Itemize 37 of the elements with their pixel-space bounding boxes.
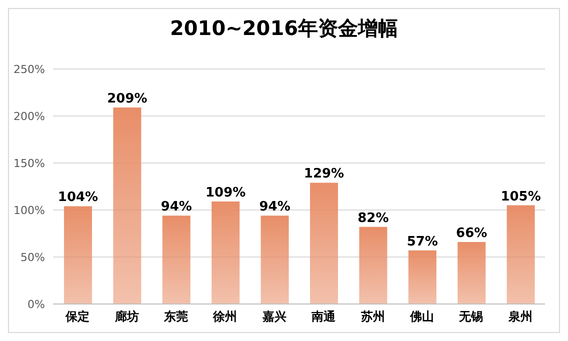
data-label: 94% — [259, 200, 290, 215]
y-tick-label: 100% — [14, 204, 45, 217]
y-tick-label: 0% — [28, 298, 45, 311]
data-label: 57% — [406, 234, 438, 250]
data-label: 104% — [58, 190, 98, 206]
chart-title: 2010~2016年资金增幅 — [168, 15, 400, 42]
data-label: 129% — [304, 166, 344, 182]
y-tick-label: 50% — [20, 250, 45, 264]
x-tick-label: 无锡 — [458, 310, 484, 324]
x-tick-label: 廊坊 — [114, 310, 139, 324]
x-tick-label: 嘉兴 — [262, 310, 286, 324]
bar — [408, 250, 436, 304]
bar — [64, 206, 92, 304]
x-tick-label: 佛山 — [409, 310, 434, 324]
data-label: 66% — [456, 226, 488, 241]
x-tick-label: 徐州 — [212, 310, 238, 324]
y-tick-label: 200% — [14, 110, 45, 123]
bar — [359, 226, 388, 304]
bar — [310, 182, 338, 304]
bar — [113, 108, 142, 304]
data-label: 82% — [358, 210, 389, 226]
x-tick-label: 保定 — [64, 310, 90, 324]
y-tick-label: 150% — [14, 156, 45, 170]
bar — [162, 216, 190, 304]
bar — [212, 202, 240, 304]
bar — [260, 216, 289, 304]
bar — [506, 205, 535, 304]
data-label: 209% — [107, 92, 148, 107]
bar — [458, 242, 486, 304]
data-label: 94% — [160, 200, 192, 215]
x-tick-label: 南通 — [310, 310, 337, 324]
x-tick-label: 苏州 — [360, 310, 385, 324]
data-label: 109% — [206, 186, 246, 201]
x-tick-label: 东莞 — [163, 310, 188, 324]
y-tick-label: 250% — [14, 62, 45, 76]
x-tick-label: 泉州 — [507, 310, 532, 324]
data-label: 105% — [500, 189, 541, 204]
